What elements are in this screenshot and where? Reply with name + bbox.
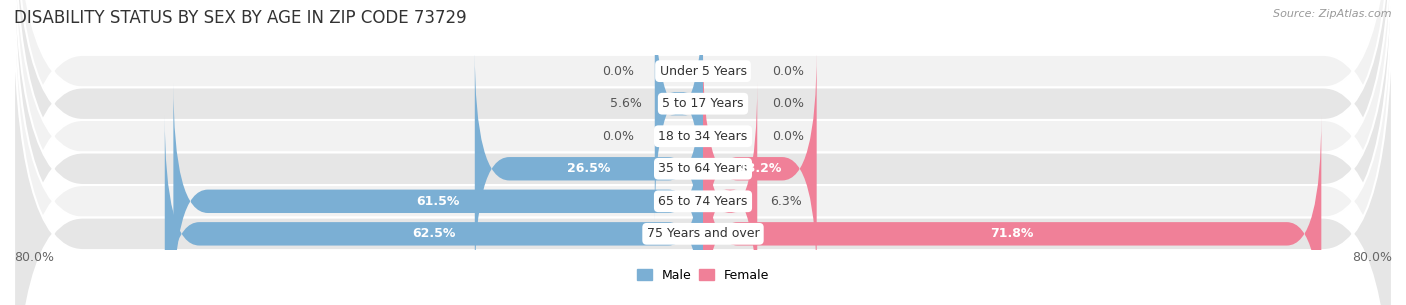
Text: 75 Years and over: 75 Years and over (647, 227, 759, 240)
Text: 0.0%: 0.0% (602, 130, 634, 143)
Text: 5 to 17 Years: 5 to 17 Years (662, 97, 744, 110)
FancyBboxPatch shape (655, 0, 703, 222)
Text: 0.0%: 0.0% (772, 130, 804, 143)
Text: 35 to 64 Years: 35 to 64 Years (658, 162, 748, 175)
FancyBboxPatch shape (703, 50, 817, 287)
FancyBboxPatch shape (14, 0, 1392, 305)
Text: 26.5%: 26.5% (567, 162, 610, 175)
Text: 71.8%: 71.8% (990, 227, 1033, 240)
FancyBboxPatch shape (703, 83, 758, 305)
Text: 65 to 74 Years: 65 to 74 Years (658, 195, 748, 208)
FancyBboxPatch shape (475, 50, 703, 287)
Text: 0.0%: 0.0% (772, 97, 804, 110)
Legend: Male, Female: Male, Female (631, 264, 775, 287)
Text: 80.0%: 80.0% (1353, 251, 1392, 264)
Text: 5.6%: 5.6% (610, 97, 643, 110)
FancyBboxPatch shape (14, 0, 1392, 305)
Text: 62.5%: 62.5% (412, 227, 456, 240)
FancyBboxPatch shape (14, 0, 1392, 305)
Text: 0.0%: 0.0% (772, 65, 804, 78)
Text: DISABILITY STATUS BY SEX BY AGE IN ZIP CODE 73729: DISABILITY STATUS BY SEX BY AGE IN ZIP C… (14, 9, 467, 27)
Text: 18 to 34 Years: 18 to 34 Years (658, 130, 748, 143)
Text: 61.5%: 61.5% (416, 195, 460, 208)
Text: 13.2%: 13.2% (738, 162, 782, 175)
FancyBboxPatch shape (703, 115, 1322, 305)
FancyBboxPatch shape (14, 0, 1392, 305)
Text: 6.3%: 6.3% (770, 195, 801, 208)
Text: Under 5 Years: Under 5 Years (659, 65, 747, 78)
FancyBboxPatch shape (173, 83, 703, 305)
FancyBboxPatch shape (14, 0, 1392, 305)
FancyBboxPatch shape (14, 0, 1392, 305)
Text: Source: ZipAtlas.com: Source: ZipAtlas.com (1274, 9, 1392, 19)
Text: 80.0%: 80.0% (14, 251, 53, 264)
Text: 0.0%: 0.0% (602, 65, 634, 78)
FancyBboxPatch shape (165, 115, 703, 305)
